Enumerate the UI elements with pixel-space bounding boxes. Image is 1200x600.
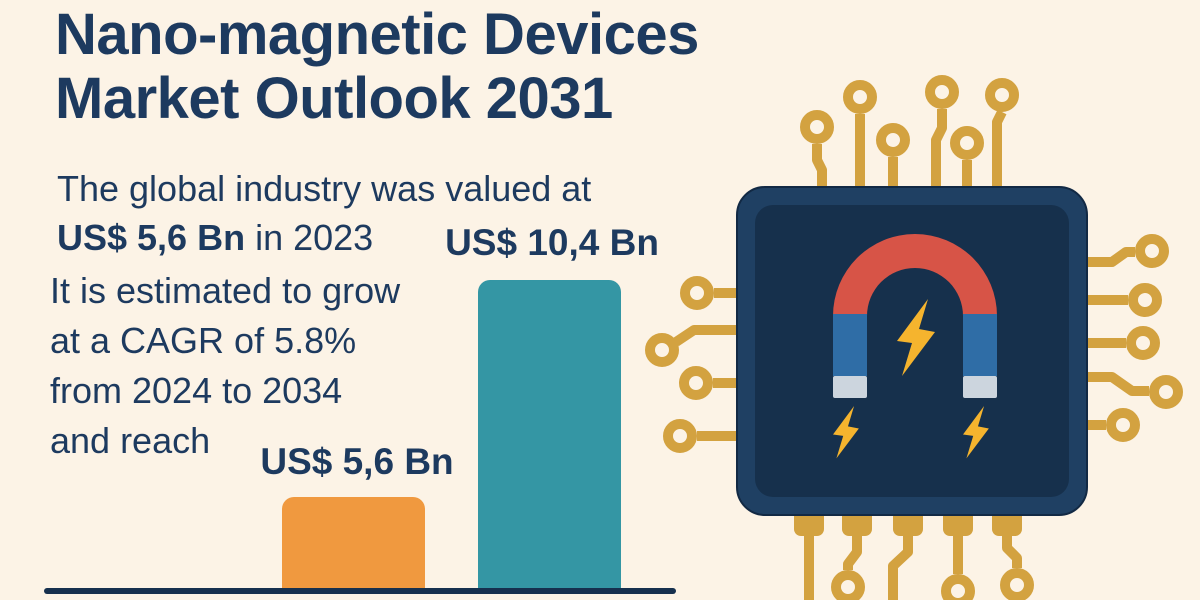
bar-2034 <box>478 280 621 591</box>
intro-line2-rest: in 2023 <box>245 217 374 258</box>
page-title-line2: Market Outlook 2031 <box>55 65 613 131</box>
lightning-bolt-icon-small-right <box>963 406 989 459</box>
growth-line-2: at a CAGR of 5.8% <box>50 320 357 361</box>
growth-line-3: from 2024 to 2034 <box>50 370 343 411</box>
horseshoe-magnet-icon <box>833 234 997 398</box>
bar-value-label-2023: US$ 5,6 Bn <box>260 441 454 482</box>
bar-2023 <box>282 497 425 591</box>
page-title: Nano-magnetic Devices Market Outlook 203… <box>55 1 699 131</box>
intro-text: The global industry was valued at US$ 5,… <box>57 164 591 262</box>
lightning-bolt-icon-small-left <box>833 406 859 459</box>
circuit-traces-top <box>800 75 1019 192</box>
growth-line-1: It is estimated to grow <box>50 270 401 311</box>
page-title-line1: Nano-magnetic Devices <box>55 1 699 67</box>
growth-line-4: and reach <box>50 420 211 461</box>
circuit-traces-right <box>1082 234 1183 442</box>
bar-value-label-2034: US$ 10,4 Bn <box>445 222 659 263</box>
intro-value-2023: US$ 5,6 Bn <box>57 217 246 258</box>
circuit-traces-left <box>645 276 742 453</box>
lightning-bolt-icon <box>897 299 935 376</box>
nano-magnetic-chip-illustration <box>645 75 1183 600</box>
growth-text: It is estimated to grow at a CAGR of 5.8… <box>50 266 400 466</box>
intro-line1: The global industry was valued at <box>57 168 592 209</box>
circuit-traces-bottom <box>804 530 1034 600</box>
chart-baseline <box>44 588 676 594</box>
